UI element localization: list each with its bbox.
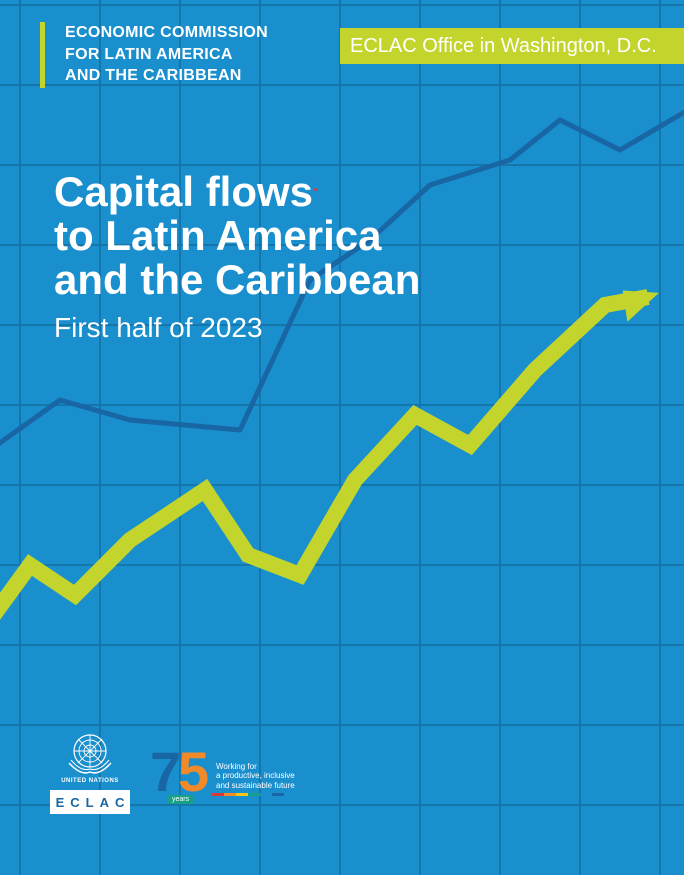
color-swatch — [260, 793, 272, 796]
color-swatch — [236, 793, 248, 796]
anniversary-75-mark: 7 5 years — [150, 750, 212, 808]
tagline-line: and sustainable future — [216, 781, 295, 791]
digit-seven: 7 — [150, 744, 181, 800]
anniversary-tagline: Working for a productive, inclusive and … — [216, 762, 295, 791]
un-label: UNITED NATIONS — [61, 778, 119, 784]
title-line: and the Caribbean — [54, 258, 420, 302]
org-name-line: ECONOMIC COMMISSION — [65, 22, 268, 44]
years-pill: years — [168, 795, 193, 804]
anniversary-logo: 7 5 years Working for a productive, incl… — [150, 750, 295, 808]
anniversary-color-bar — [212, 793, 295, 796]
logo-strip: UNITED NATIONS ECLAC 7 5 years Working f… — [50, 730, 295, 814]
cover-inner: ECONOMIC COMMISSION FOR LATIN AMERICA AN… — [0, 0, 684, 875]
title-line: to Latin America — [54, 214, 420, 258]
org-name-line: FOR LATIN AMERICA — [65, 44, 268, 66]
title-line: Capital flows. — [54, 170, 420, 214]
subtitle: First half of 2023 — [54, 312, 420, 344]
office-banner-text: ECLAC Office in Washington, D.C. — [350, 35, 657, 58]
header-accent-bar — [40, 22, 45, 88]
office-banner: ECLAC Office in Washington, D.C. — [340, 28, 684, 64]
anniversary-tagline-block: Working for a productive, inclusive and … — [212, 762, 295, 797]
report-title-block: Capital flows. to Latin America and the … — [54, 170, 420, 344]
un-emblem-icon — [63, 730, 117, 776]
org-name: ECONOMIC COMMISSION FOR LATIN AMERICA AN… — [65, 22, 268, 87]
color-swatch — [272, 793, 284, 796]
report-cover: ECONOMIC COMMISSION FOR LATIN AMERICA AN… — [0, 0, 684, 875]
title-text: Capital flows — [54, 168, 313, 215]
title-accent-dot: . — [313, 175, 318, 195]
digit-five: 5 — [178, 744, 209, 800]
color-swatch — [212, 793, 224, 796]
un-logo-block: UNITED NATIONS ECLAC — [50, 730, 130, 814]
org-header: ECONOMIC COMMISSION FOR LATIN AMERICA AN… — [40, 22, 268, 88]
tagline-line: a productive, inclusive — [216, 771, 295, 781]
tagline-line: Working for — [216, 762, 295, 772]
eclac-badge: ECLAC — [50, 790, 130, 814]
color-swatch — [224, 793, 236, 796]
org-name-line: AND THE CARIBBEAN — [65, 65, 268, 87]
color-swatch — [248, 793, 260, 796]
